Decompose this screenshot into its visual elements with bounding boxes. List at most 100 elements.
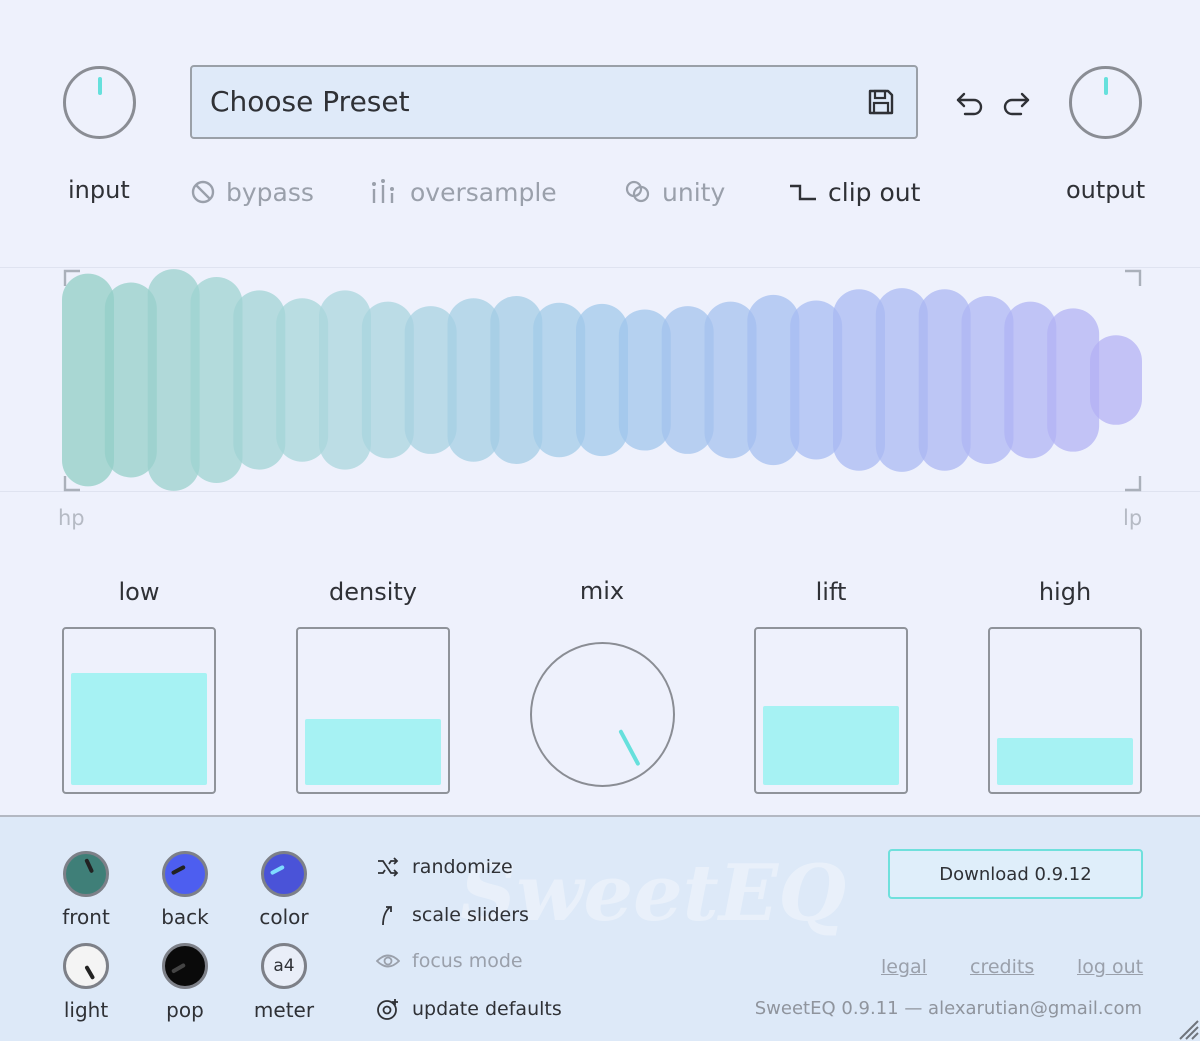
density-label: density [329, 578, 417, 606]
eq-bands[interactable] [0, 268, 1200, 493]
version-info: SweetEQ 0.9.11 — alexarutian@gmail.com [754, 998, 1142, 1019]
clip-out-icon [790, 184, 816, 201]
undo-icon[interactable] [955, 88, 985, 116]
input-knob-indicator [97, 77, 102, 95]
eq-band[interactable] [576, 303, 628, 457]
eq-band[interactable] [875, 288, 928, 472]
oversample-icon [372, 179, 394, 203]
eq-display[interactable] [0, 267, 1200, 492]
eq-band[interactable] [447, 298, 500, 462]
front-label: front [62, 905, 110, 929]
eq-band[interactable] [747, 294, 800, 466]
mix-knob[interactable] [530, 642, 675, 787]
update-icon [377, 999, 398, 1020]
output-knob[interactable] [1069, 66, 1142, 139]
density-slider-fill [305, 718, 441, 785]
lift-slider[interactable] [754, 627, 908, 794]
mix-label: mix [579, 577, 625, 605]
eq-band[interactable] [104, 282, 157, 478]
focus-mode-button[interactable]: focus mode [376, 950, 523, 972]
eq-band[interactable] [361, 301, 414, 459]
color-knob-indicator [269, 864, 285, 876]
lift-slider-fill [763, 706, 899, 785]
clip-out-label: clip out [828, 177, 921, 207]
light-knob[interactable] [63, 943, 109, 989]
high-slider-fill [997, 738, 1133, 785]
update-defaults-button[interactable]: update defaults [376, 997, 562, 1021]
back-color-knob[interactable] [162, 851, 208, 897]
download-button[interactable]: Download 0.9.12 [888, 849, 1143, 899]
front-knob-indicator [84, 858, 95, 874]
input-label: input [68, 176, 130, 204]
eq-band[interactable] [147, 269, 200, 491]
front-color-knob[interactable] [63, 851, 109, 897]
randomize-label: randomize [412, 856, 513, 878]
eq-band[interactable] [618, 309, 671, 451]
color-knob[interactable] [261, 851, 307, 897]
color-label: color [259, 905, 309, 929]
eq-band[interactable] [918, 289, 971, 471]
credits-link[interactable]: credits [970, 956, 1035, 978]
legal-link[interactable]: legal [881, 956, 927, 978]
unity-toggle[interactable]: unity [624, 175, 725, 209]
meter-value: a4 [273, 956, 295, 976]
density-slider[interactable] [296, 627, 450, 794]
eq-band[interactable] [62, 273, 114, 487]
eq-band[interactable] [276, 298, 329, 462]
save-icon[interactable] [866, 87, 896, 117]
eq-band[interactable] [961, 296, 1014, 464]
output-knob-indicator [1103, 77, 1108, 95]
preset-label: Choose Preset [210, 85, 410, 118]
corner-top-right [1125, 269, 1142, 286]
light-knob-indicator [84, 965, 96, 980]
randomize-button[interactable]: randomize [376, 856, 513, 878]
shuffle-icon [378, 857, 399, 877]
pop-knob-indicator [171, 962, 186, 974]
bypass-icon [191, 180, 215, 204]
oversample-label: oversample [410, 177, 557, 207]
eq-band[interactable] [233, 290, 286, 470]
sweeteq-watermark: SweetEQ [460, 848, 847, 939]
unity-icon [625, 180, 650, 203]
lift-label: lift [815, 578, 847, 606]
eq-band[interactable] [490, 296, 543, 464]
eq-band[interactable] [704, 301, 757, 459]
oversample-toggle[interactable]: oversample [370, 175, 557, 209]
update-defaults-label: update defaults [412, 998, 562, 1020]
mix-knob-indicator [618, 729, 641, 767]
input-knob[interactable] [63, 66, 136, 139]
preset-selector[interactable]: Choose Preset [190, 65, 918, 139]
high-label: high [1038, 578, 1092, 606]
eq-band[interactable] [1047, 308, 1100, 452]
high-slider[interactable] [988, 627, 1142, 794]
eq-band[interactable] [1004, 301, 1057, 459]
clip-out-toggle[interactable]: clip out [788, 175, 920, 209]
scale-sliders-label: scale sliders [412, 904, 529, 926]
resize-grip-icon[interactable] [1176, 1017, 1200, 1041]
focus-mode-label: focus mode [412, 950, 523, 972]
eq-band[interactable] [1090, 335, 1142, 425]
eq-band[interactable] [533, 302, 586, 458]
output-label: output [1066, 176, 1146, 204]
back-knob-indicator [170, 864, 186, 876]
eq-band[interactable] [661, 306, 714, 454]
eq-band[interactable] [790, 300, 843, 460]
scale-sliders-button[interactable]: scale sliders [376, 903, 529, 927]
hp-label: hp [58, 506, 85, 530]
log-out-link[interactable]: log out [1077, 956, 1144, 978]
redo-icon[interactable] [1001, 88, 1031, 116]
low-label: low [118, 578, 160, 606]
bypass-label: bypass [226, 177, 314, 207]
unity-label: unity [662, 177, 726, 207]
corner-bottom-left [63, 476, 80, 492]
meter-knob[interactable]: a4 [261, 943, 307, 989]
pop-knob[interactable] [162, 943, 208, 989]
eq-band[interactable] [319, 290, 371, 470]
eq-band[interactable] [404, 306, 457, 454]
eq-band[interactable] [190, 276, 243, 484]
light-label: light [63, 998, 109, 1022]
eq-band[interactable] [833, 289, 885, 471]
back-label: back [161, 905, 209, 929]
low-slider[interactable] [62, 627, 216, 794]
bypass-toggle[interactable]: bypass [190, 175, 314, 209]
